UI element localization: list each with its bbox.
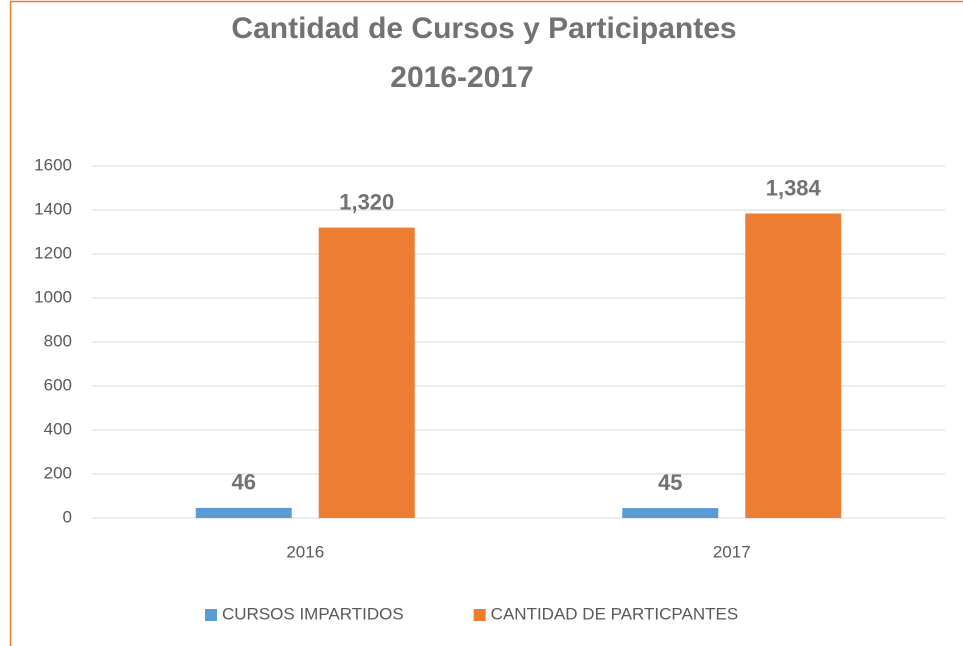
chart-title: Cantidad de Cursos y Participantes (231, 12, 736, 45)
y-tick-label: 600 (44, 375, 72, 394)
bar (318, 227, 415, 518)
value-label: 46 (232, 470, 256, 495)
legend-label: CURSOS IMPARTIDOS (222, 604, 404, 623)
chart-subtitle: 2016-2017 (390, 61, 533, 94)
legend-label: CANTIDAD DE PARTICPANTES (491, 604, 738, 623)
legend-swatch (205, 609, 217, 621)
value-label: 45 (658, 470, 682, 495)
y-tick-label: 200 (44, 463, 72, 482)
y-tick-label: 0 (63, 507, 72, 526)
value-label: 1,384 (766, 175, 822, 200)
x-tick-label: 2016 (286, 542, 324, 561)
y-tick-label: 800 (44, 331, 72, 350)
y-tick-label: 1600 (34, 155, 72, 174)
legend-swatch (473, 609, 486, 621)
y-tick-label: 1400 (34, 199, 72, 218)
bar (622, 508, 719, 518)
bar (195, 507, 292, 518)
y-tick-label: 400 (44, 419, 72, 438)
bar (745, 213, 842, 518)
chart-border (9, 0, 963, 646)
y-tick-label: 1000 (34, 287, 72, 306)
value-label: 1,320 (339, 189, 394, 214)
x-tick-label: 2017 (713, 542, 751, 561)
y-tick-label: 1200 (34, 243, 72, 262)
